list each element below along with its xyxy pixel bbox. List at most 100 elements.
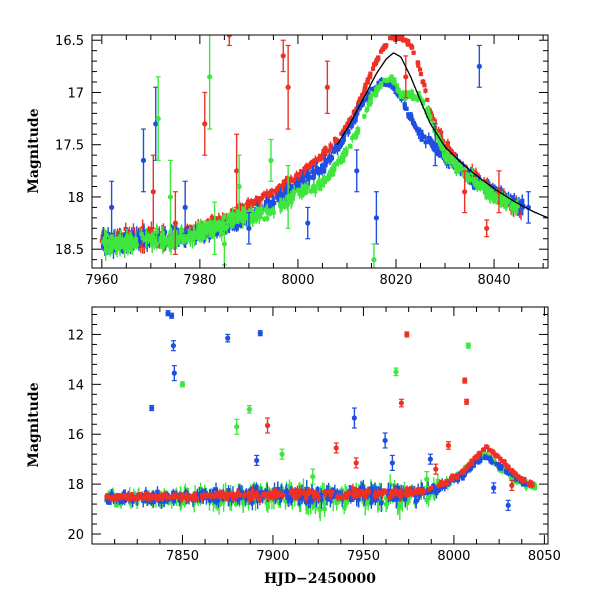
top-data-point [297,191,302,197]
top-data-point [302,170,307,175]
top-data-point [124,237,130,242]
bottom-data-point [283,498,288,504]
bottom-data-point [482,455,488,461]
top-data-point [375,87,380,92]
top-data-point [328,143,333,148]
top-data-point [178,228,183,234]
bottom-data-point [213,487,219,492]
bottom-data-point [342,505,347,510]
top-data-point [326,148,331,153]
top-y-axis-label: Magnitude [26,108,42,193]
top-data-point [191,231,197,236]
bottom-data-point [216,502,222,507]
top-data-point [445,141,450,146]
top-data-point [350,135,355,140]
top-data-point [302,167,307,172]
top-data-point [276,196,282,201]
bottom-data-point [276,497,281,502]
bottom-data-point [243,495,248,501]
top-data-point [106,241,112,247]
top-data-point [171,242,176,247]
top-data-point [498,197,504,203]
top-data-point [418,95,423,101]
top-data-point [167,194,174,200]
top-data-point [426,107,431,112]
top-y-tick-label: 18.5 [55,243,84,258]
top-data-point [310,161,316,167]
top-x-tick-label: 7980 [183,273,216,288]
top-data-point [305,185,310,190]
top-data-point [296,176,301,182]
bottom-data-point [128,501,133,507]
top-data-point [426,136,431,141]
bottom-data-point [478,458,483,464]
top-data-point [311,184,317,189]
top-data-point [416,90,421,96]
top-data-point [287,197,292,203]
top-data-point [291,178,297,184]
top-data-point [167,237,172,242]
top-data-point [269,188,275,193]
top-data-point [162,230,168,235]
top-data-point [492,189,497,194]
bottom-data-point [398,489,403,494]
top-x-tick-label: 8000 [281,273,314,288]
bottom-data-point [322,501,327,506]
top-data-point [268,157,274,163]
top-data-point [250,219,255,224]
top-data-point [205,224,210,230]
bottom-data-point [198,486,203,492]
top-data-point [174,241,179,246]
bottom-data-point [480,454,485,460]
top-data-point [488,195,493,200]
top-data-point [475,186,480,191]
top-data-point [282,196,287,201]
bottom-data-point [159,499,164,504]
top-data-point [339,131,344,136]
top-data-point [176,238,181,243]
bottom-data-point [358,485,364,491]
top-panel: 7960 7980 8000 8020 8040 16.5 17 17.5 18 18.5 Mag… [26,34,549,288]
top-data-point [468,177,473,182]
top-data-point [463,174,469,179]
bottom-data-point [524,482,529,487]
top-data-point [374,57,379,63]
top-data-point [484,225,490,231]
top-data-point [427,114,432,119]
bottom-data-point [400,490,406,495]
bottom-data-point [213,498,218,504]
top-data-point [423,140,428,145]
top-data-point [305,178,311,183]
bottom-data-point [503,468,509,473]
top-data-point [217,227,222,232]
top-data-point [132,234,137,239]
bottom-data-point [297,495,303,500]
top-data-point [439,149,444,154]
top-data-point [403,37,408,43]
top-data-point [235,222,241,227]
top-data-point [228,218,234,224]
top-data-point [484,195,489,200]
top-data-point [128,239,133,245]
top-data-point [415,128,420,133]
top-data-point [363,82,368,87]
top-plot-area [99,35,548,268]
top-data-point [213,231,218,237]
top-data-point [295,183,300,188]
top-data-point [317,182,323,187]
top-data-point [262,216,267,222]
bottom-data-point [371,490,376,495]
top-data-point [313,159,318,164]
top-data-point [139,231,144,237]
top-data-point [257,214,262,219]
top-data-point [207,226,212,232]
top-data-point [392,86,397,92]
bottom-data-point [369,500,374,505]
bottom-data-point [160,502,165,507]
top-data-point [160,230,165,235]
bottom-data-point [324,496,330,501]
top-data-point [355,126,360,132]
bottom-data-point [369,486,374,491]
top-data-point [339,156,344,161]
